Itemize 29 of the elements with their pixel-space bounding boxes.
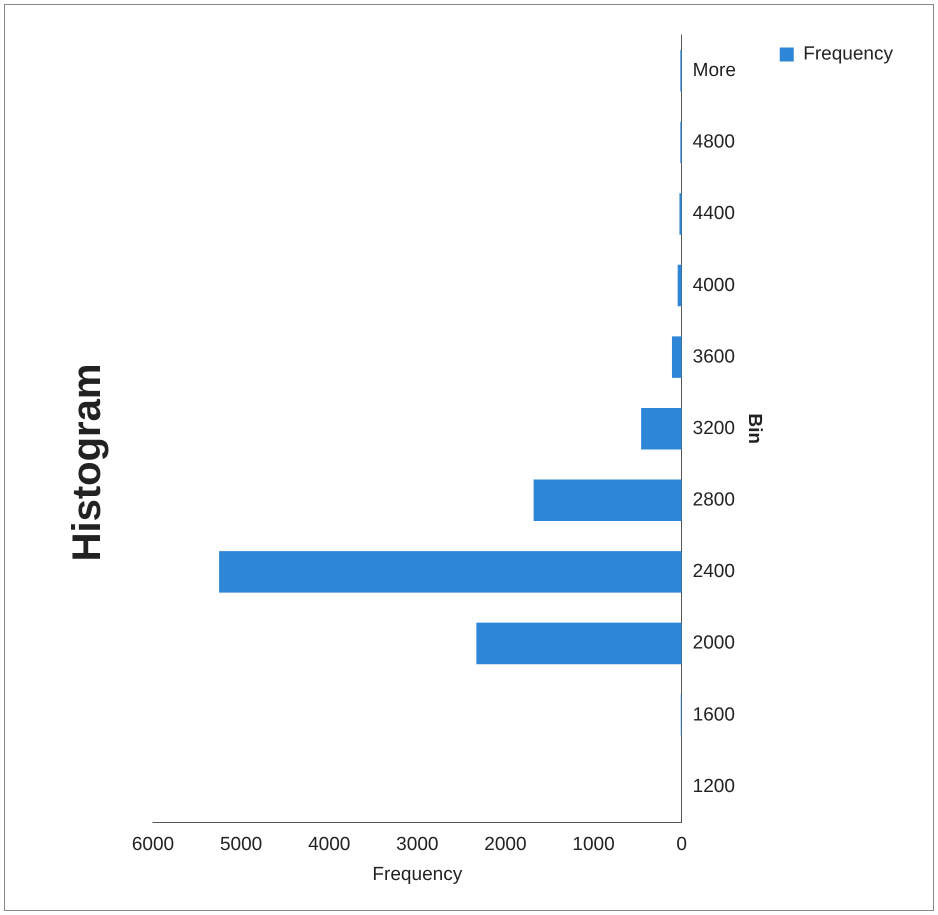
y-tick-label: 4800 [692, 132, 735, 153]
y-tick-label: More [692, 60, 736, 82]
y-tick-label: 1200 [692, 776, 735, 797]
x-tick-label: 5000 [220, 834, 262, 856]
bar [679, 193, 682, 235]
y-axis-title: Bin [744, 413, 766, 444]
bar [476, 622, 682, 664]
bar [219, 551, 682, 593]
bar [534, 480, 682, 522]
x-axis-title: Frequency [372, 864, 463, 885]
x-tick-label: 6000 [132, 834, 174, 856]
y-tick-label: 3200 [692, 418, 735, 439]
y-tick-label: 4400 [692, 203, 735, 224]
y-tick-label: 3600 [692, 346, 735, 368]
y-tick-label: 2000 [692, 632, 735, 654]
y-tick-label: 4000 [692, 274, 735, 296]
x-tick-label: 1000 [572, 834, 615, 856]
x-tick-label: 2000 [484, 834, 527, 856]
y-tick-label: 2800 [692, 490, 735, 511]
y-tick-label: 2400 [692, 561, 735, 582]
x-tick-label: 0 [676, 834, 687, 856]
y-tick-label: 1600 [692, 704, 735, 726]
x-tick-label: 3000 [396, 834, 438, 856]
x-tick-label: 4000 [308, 834, 350, 856]
bar [641, 408, 682, 450]
bar [672, 336, 682, 378]
bar [678, 264, 682, 306]
text: Histogram [65, 364, 110, 562]
legend-label: Frequency [803, 44, 894, 65]
